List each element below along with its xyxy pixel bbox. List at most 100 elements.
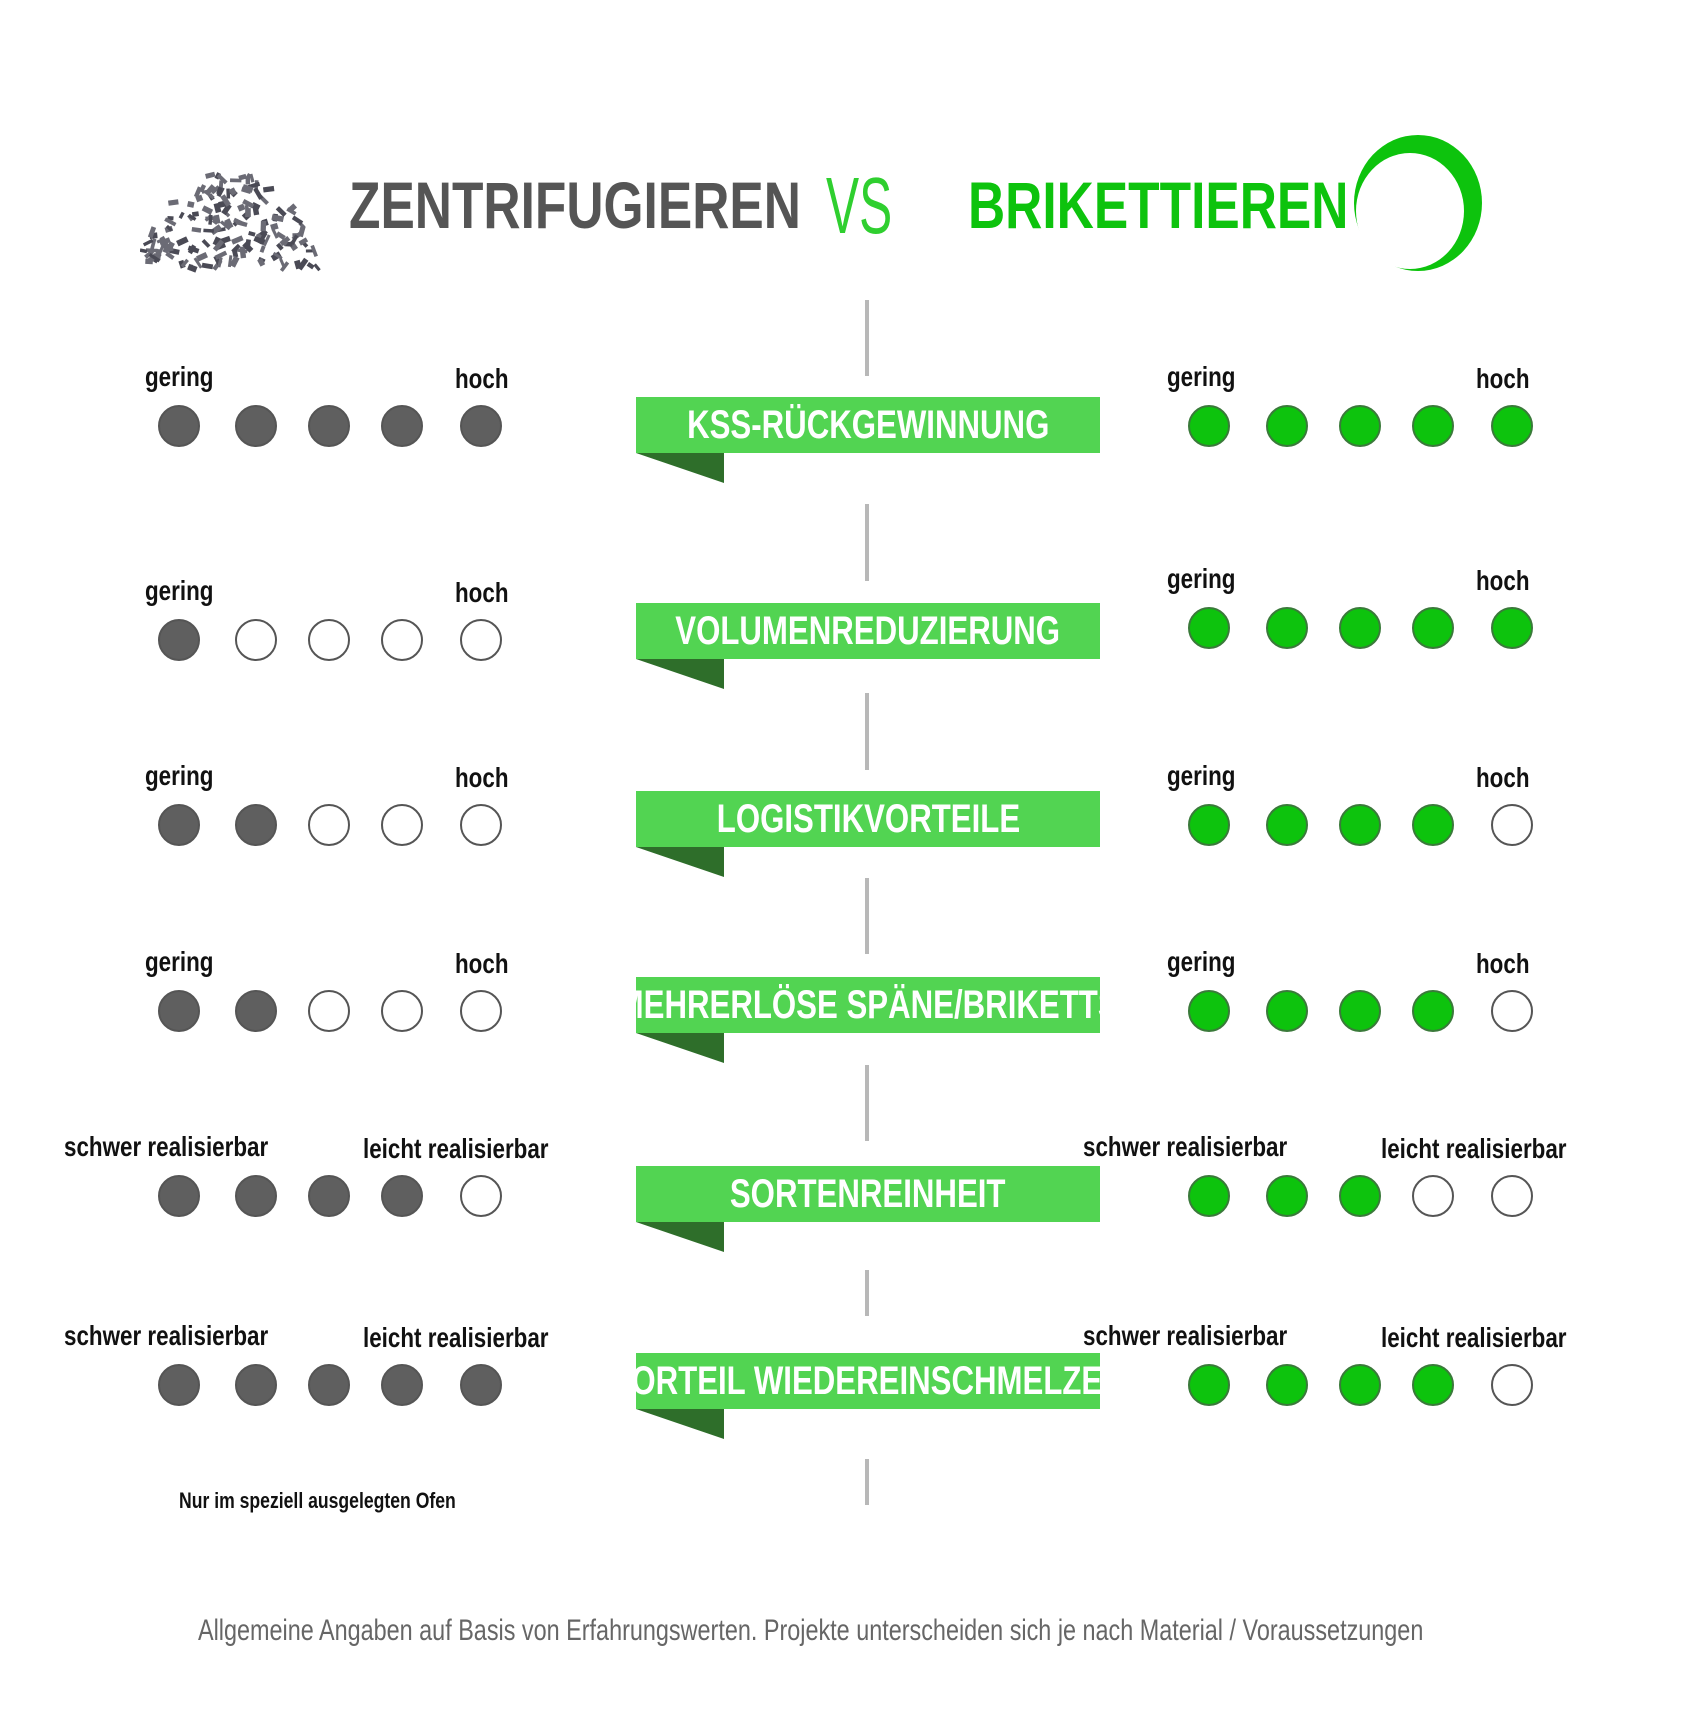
zentrifugieren-rating-dot (460, 804, 502, 846)
chips-pile-icon (140, 171, 321, 273)
brikettieren-rating-dot (1412, 804, 1454, 846)
low-label-text: gering (145, 760, 214, 791)
zentrifugieren-rating-dot (308, 405, 350, 447)
zentrifugieren-rating-dot (460, 990, 502, 1032)
zentrifugieren-low-label: gering (145, 362, 231, 392)
category-banner: VOLUMENREDUZIERUNG (636, 603, 1100, 659)
divider-line (865, 1270, 869, 1316)
footer-text: Allgemeine Angaben auf Basis von Erfahru… (198, 1614, 1424, 1647)
brikettieren-rating-dot (1339, 1364, 1381, 1406)
zentrifugieren-rating-dot (381, 1175, 423, 1217)
zentrifugieren-rating-dot (381, 990, 423, 1032)
zentrifugieren-rating-dot (381, 804, 423, 846)
low-label-text: gering (1167, 361, 1236, 392)
vs-label: VS (826, 161, 893, 250)
zentrifugieren-rating-dot (235, 1175, 277, 1217)
brikettieren-rating-dot (1188, 607, 1230, 649)
zentrifugieren-high-label: hoch (455, 949, 522, 979)
brikettieren-low-label: schwer realisierbar (1083, 1321, 1338, 1351)
divider-line (865, 1065, 869, 1141)
high-label-text: leicht realisierbar (363, 1322, 549, 1353)
brikettieren-rating-dot (1188, 405, 1230, 447)
low-label-text: gering (145, 361, 214, 392)
zentrifugieren-rating-dot (460, 1175, 502, 1217)
high-label-text: hoch (1476, 948, 1530, 979)
low-label-text: schwer realisierbar (1083, 1131, 1288, 1162)
zentrifugieren-rating-dot (308, 1364, 350, 1406)
high-label-text: hoch (455, 948, 509, 979)
high-label-text: leicht realisierbar (1381, 1322, 1567, 1353)
brikettieren-rating-dot (1491, 405, 1533, 447)
low-label-text: schwer realisierbar (64, 1320, 269, 1351)
brikettieren-rating-dot (1491, 1175, 1533, 1217)
zentrifugieren-rating-dot (308, 619, 350, 661)
category-label: SORTENREINHEIT (730, 1171, 1006, 1216)
right-title: BRIKETTIEREN (968, 168, 1349, 242)
note: Nur im speziell ausgelegten Ofen (179, 1488, 456, 1513)
category-banner: SORTENREINHEIT (636, 1166, 1100, 1222)
high-label-text: hoch (1476, 565, 1530, 596)
zentrifugieren-rating-dot (460, 619, 502, 661)
brikettieren-high-label: hoch (1476, 949, 1543, 979)
brikettieren-rating-dot (1266, 607, 1308, 649)
banner-tail (636, 659, 724, 689)
brikettieren-high-label: leicht realisierbar (1381, 1134, 1613, 1164)
brikettieren-rating-dot (1412, 607, 1454, 649)
banner-tail (636, 1222, 724, 1252)
brikettieren-rating-dot (1188, 804, 1230, 846)
category-banner: MEHRERLÖSE SPÄNE/BRIKETTS (618, 977, 1119, 1033)
brikettieren-rating-dot (1339, 804, 1381, 846)
category-banner: LOGISTIKVORTEILE (636, 791, 1100, 847)
brikettieren-low-label: gering (1167, 362, 1253, 392)
zentrifugieren-low-label: gering (145, 947, 231, 977)
divider-line (865, 300, 869, 376)
brikettieren-rating-dot (1188, 1364, 1230, 1406)
zentrifugieren-rating-dot (381, 405, 423, 447)
category-label: LOGISTIKVORTEILE (716, 796, 1020, 841)
low-label-text: gering (145, 575, 214, 606)
left-title: ZENTRIFUGIEREN (349, 168, 801, 242)
low-label-text: schwer realisierbar (64, 1131, 269, 1162)
divider-line (865, 504, 869, 581)
brikettieren-rating-dot (1266, 1364, 1308, 1406)
high-label-text: hoch (1476, 762, 1530, 793)
zentrifugieren-high-label: hoch (455, 578, 522, 608)
briquette-ring-icon (1354, 135, 1482, 271)
brikettieren-high-label: hoch (1476, 364, 1543, 394)
brikettieren-rating-dot (1339, 1175, 1381, 1217)
brikettieren-rating-dot (1491, 607, 1533, 649)
zentrifugieren-low-label: gering (145, 576, 231, 606)
brikettieren-rating-dot (1266, 990, 1308, 1032)
low-label-text: gering (145, 946, 214, 977)
high-label-text: leicht realisierbar (1381, 1133, 1567, 1164)
zentrifugieren-low-label: schwer realisierbar (64, 1321, 319, 1351)
zentrifugieren-rating-dot (235, 990, 277, 1032)
brikettieren-high-label: leicht realisierbar (1381, 1323, 1613, 1353)
brikettieren-low-label: gering (1167, 947, 1253, 977)
category-label: VORTEIL WIEDEREINSCHMELZEN (610, 1358, 1126, 1403)
zentrifugieren-rating-dot (158, 1175, 200, 1217)
brikettieren-rating-dot (1491, 990, 1533, 1032)
zentrifugieren-rating-dot (235, 405, 277, 447)
low-label-text: gering (1167, 946, 1236, 977)
zentrifugieren-high-label: hoch (455, 763, 522, 793)
high-label-text: hoch (455, 363, 509, 394)
brikettieren-rating-dot (1339, 607, 1381, 649)
banner-tail (636, 1409, 724, 1439)
zentrifugieren-high-label: leicht realisierbar (363, 1134, 595, 1164)
high-label-text: hoch (455, 762, 509, 793)
low-label-text: schwer realisierbar (1083, 1320, 1288, 1351)
low-label-text: gering (1167, 760, 1236, 791)
zentrifugieren-rating-dot (381, 1364, 423, 1406)
brikettieren-rating-dot (1412, 405, 1454, 447)
high-label-text: leicht realisierbar (363, 1133, 549, 1164)
brikettieren-rating-dot (1339, 405, 1381, 447)
zentrifugieren-rating-dot (460, 405, 502, 447)
brikettieren-rating-dot (1339, 990, 1381, 1032)
zentrifugieren-low-label: gering (145, 761, 231, 791)
brikettieren-rating-dot (1412, 1175, 1454, 1217)
zentrifugieren-rating-dot (460, 1364, 502, 1406)
banner-tail (636, 453, 724, 483)
zentrifugieren-high-label: hoch (455, 364, 522, 394)
divider-line (865, 1459, 869, 1505)
